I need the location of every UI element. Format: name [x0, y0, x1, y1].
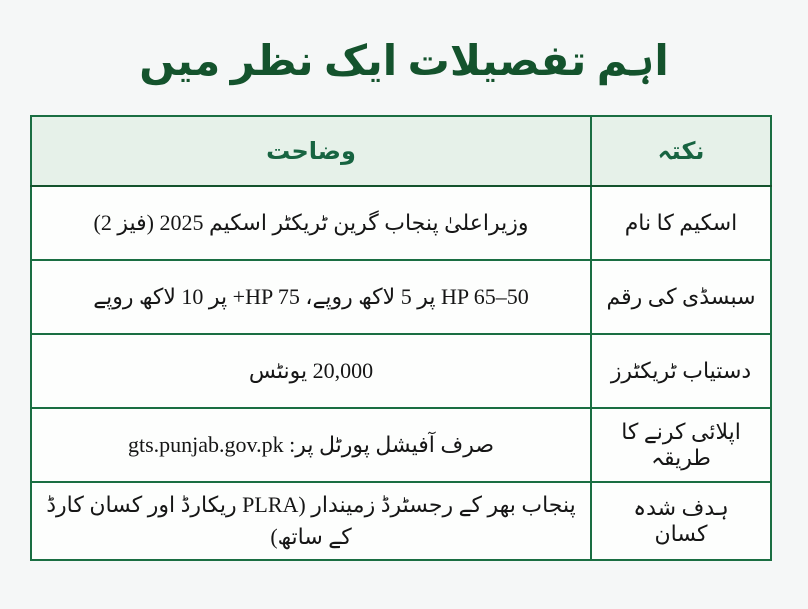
- point-cell: اپلائی کرنے کا طریقہ: [590, 407, 772, 484]
- page-title: اہم تفصیلات ایک نظر میں: [139, 39, 669, 85]
- detail-cell: ⁦HP 65–50⁩ پر 5 لاکھ روپے، ⁦+HP 75⁩ پر 1…: [30, 259, 592, 336]
- detail-cell: پنجاب بھر کے رجسٹرڈ زمیندار (PLRA ریکارڈ…: [30, 481, 592, 561]
- detail-cell: صرف آفیشل پورٹل پر: gts.punjab.gov.pk: [30, 407, 592, 484]
- detail-cell: وزیراعلیٰ پنجاب گرین ٹریکٹر اسکیم 2025 (…: [30, 185, 592, 262]
- table-row-available-tractors: دستیاب ٹریکٹرز 20,000 یونٹس: [30, 333, 772, 410]
- column-header-point: نکتہ: [590, 115, 772, 188]
- table-row-target-farmers: ہدف شدہ کسان پنجاب بھر کے رجسٹرڈ زمیندار…: [30, 481, 772, 561]
- point-cell: دستیاب ٹریکٹرز: [590, 333, 772, 410]
- point-cell: اسکیم کا نام: [590, 185, 772, 262]
- detail-cell: 20,000 یونٹس: [30, 333, 592, 410]
- table-row-subsidy-amount: سبسڈی کی رقم ⁦HP 65–50⁩ پر 5 لاکھ روپے، …: [30, 259, 772, 336]
- column-header-detail: وضاحت: [30, 115, 592, 188]
- table-header-row: نکتہ وضاحت: [30, 115, 772, 188]
- point-cell: ہدف شدہ کسان: [590, 481, 772, 561]
- key-details-table: نکتہ وضاحت اسکیم کا نام وزیراعلیٰ پنجاب …: [30, 115, 772, 561]
- point-cell: سبسڈی کی رقم: [590, 259, 772, 336]
- page: اہم تفصیلات ایک نظر میں نکتہ وضاحت اسکیم…: [30, 39, 772, 561]
- table-row-scheme-name: اسکیم کا نام وزیراعلیٰ پنجاب گرین ٹریکٹر…: [30, 185, 772, 262]
- table-row-how-to-apply: اپلائی کرنے کا طریقہ صرف آفیشل پورٹل پر:…: [30, 407, 772, 484]
